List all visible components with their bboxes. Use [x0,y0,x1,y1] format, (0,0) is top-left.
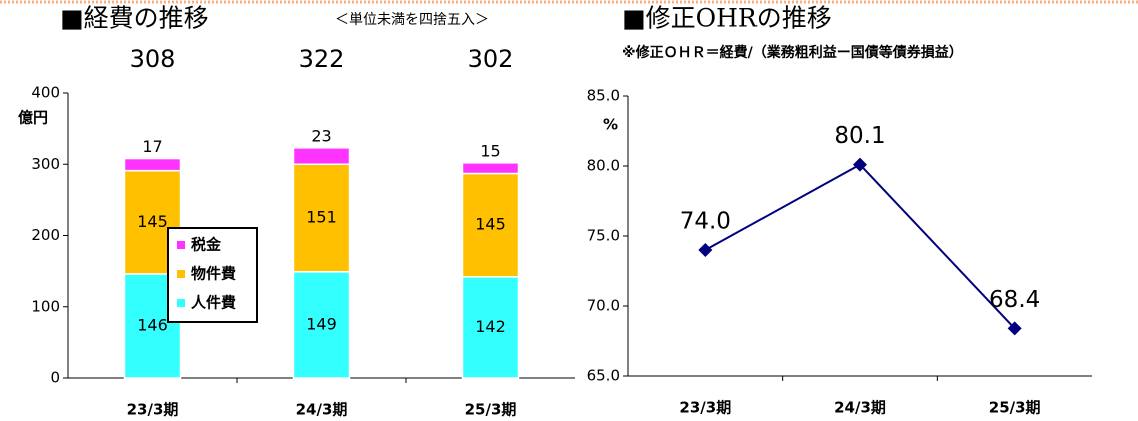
bar-segment [461,172,520,278]
bar-segment [292,163,351,273]
y-axis-unit: 億円 [18,109,48,127]
line [704,163,1016,330]
data-label: 15 [480,141,500,160]
x-tick-label: 23/3期 [127,401,179,419]
data-label: 149 [306,314,337,333]
bar-segment [461,276,520,379]
y-tick-label: 0 [50,369,60,387]
legend-label: 物件費 [191,265,236,283]
total-label: 322 [299,45,345,73]
data-label: 145 [475,215,506,234]
y-tick-label: 200 [31,226,60,244]
x-tick-label: 24/3期 [296,401,348,419]
x-tick-label: 25/3期 [989,399,1041,417]
bar-segment [292,271,351,379]
bar-segment [123,157,182,172]
chart-title: ■修正OHRの推移 [622,4,832,33]
y-tick-label: 300 [31,155,60,173]
total-label: 302 [468,45,514,73]
data-label: 151 [306,208,337,227]
y-tick-label: 85.0 [587,87,620,105]
chart-subtitle: ＜単位未満を四捨五入＞ [335,11,489,28]
data-label: 23 [311,126,331,145]
legend-swatch [177,270,185,278]
data-label: 146 [137,315,168,334]
x-tick-label: 25/3期 [465,401,517,419]
y-axis-unit: % [603,116,618,134]
legend-label: 税金 [191,236,222,254]
data-label: 142 [475,317,506,336]
legend-swatch [177,299,185,307]
data-label: 68.4 [989,287,1040,313]
chart-title: ■経費の推移 [60,4,209,33]
point [698,243,713,257]
point [853,157,867,172]
point [1007,321,1022,336]
y-tick-label: 75.0 [587,227,620,245]
total-label: 308 [130,45,176,73]
y-tick-label: 80.0 [587,157,620,175]
data-label: 17 [142,137,162,156]
y-tick-label: 70.0 [587,297,620,315]
y-tick-label: 65.0 [587,367,620,385]
y-tick-label: 400 [31,84,60,102]
legend-swatch [177,241,185,249]
bar-segment [461,162,520,175]
chart-subtitle: ※修正ＯＨＲ＝経費/（業務粗利益ー国債等債券損益） [622,44,963,61]
data-label: 74.0 [680,209,731,235]
data-label: 145 [137,212,168,231]
legend-label: 人件費 [191,294,236,312]
x-tick-label: 24/3期 [834,399,886,417]
data-label: 80.1 [834,123,885,149]
bar-segment [292,147,351,166]
x-tick-label: 23/3期 [679,399,731,417]
y-tick-label: 100 [31,297,60,315]
bar-segment [123,169,182,275]
